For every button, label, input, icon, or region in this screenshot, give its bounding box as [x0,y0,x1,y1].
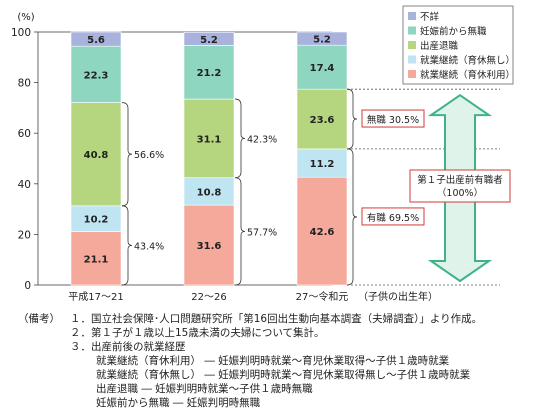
notes-prefix: （備考） [18,313,60,325]
bar-segment [70,205,122,232]
y-tick-label: 60 [18,128,31,140]
data-label: 21.2 [197,68,222,79]
brace-label: 43.4% [134,241,164,252]
x-axis-note: （子供の出生年） [358,290,438,303]
legend-label: 就業継続（育休無し） [420,55,515,67]
note-definition-3: 出産退職 ― 妊娠判明時就業～子供１歳時無職 [96,383,313,395]
total-label: 第１子出産前有職者 [417,174,503,186]
bar-segment [183,177,235,206]
brace-annotations: 56.6% 43.4% 42.3% 57.7% [121,98,277,286]
y-tick-label: 80 [18,78,31,90]
mushoku-box [361,109,425,128]
brace [234,177,246,286]
legend-swatch [408,12,416,20]
total-label: （100%） [437,187,483,199]
legend-label: 妊娠前から無職 [420,26,487,38]
mushoku-label: 無職 30.5% [367,114,419,126]
side-annotations: 無職 30.5% 有職 69.5% 第１子出産前有職者（100%） [346,88,511,286]
data-label: 10.8 [197,187,222,198]
legend-swatch [408,70,416,78]
brace [121,102,133,207]
bar-segment [183,31,235,46]
y-tick-label: 20 [18,229,31,241]
data-label: 40.8 [84,150,109,161]
note-item-2: ２．第１子が１歳以上15歳未満の夫婦について集計。 [70,327,325,339]
legend-swatch [408,55,416,64]
brace [121,205,133,286]
total-box [409,169,511,203]
bar-segment [70,45,122,103]
bar-segment [296,44,348,90]
brace-label: 56.6% [134,150,164,161]
data-label: 42.6 [310,227,335,238]
data-label: 31.6 [197,241,222,252]
bar-segment [296,176,348,286]
y-tick-label: 100 [11,27,31,39]
yushoku-label: 有職 69.5% [367,212,419,224]
category-label: 平成17～21 [68,291,123,303]
data-label: 31.1 [197,134,222,145]
data-label: 5.2 [200,35,218,46]
note-item-1: １．国立社会保障･人口問題研究所「第16回出生動向基本調査（夫婦調査）」より作成… [70,313,483,325]
brace-label: 42.3% [247,134,277,145]
legend-swatch [408,26,416,35]
y-tick-label: 0 [24,280,31,292]
legend-swatch [408,41,416,49]
brace-label: 57.7% [247,227,277,238]
legend-box [402,5,514,85]
category-label: 27～令和元 [296,290,349,303]
bar-segment [296,88,348,150]
bar-segment [183,45,235,100]
y-unit-label: (%) [17,12,34,23]
mushoku-brace [346,88,358,150]
yushoku-brace [346,148,358,286]
bar-segment [183,204,235,286]
legend-label: 出産退職 [420,40,459,52]
category-label: 22～26 [191,292,226,303]
yushoku-box [361,207,425,226]
data-label: 17.4 [310,63,335,74]
stacked-bar-chart: (%) 0 20 40 60 80 100 21.1 10.2 40.8 22.3 5.6 平成17～… [11,5,515,303]
data-label: 11.2 [310,159,335,170]
note-definition-1: 就業継続（育休利用） ― 妊娠判明時就業～育児休業取得～子供１歳時就業 [96,355,450,367]
bar-segment [70,102,122,207]
bar-segment [296,31,348,46]
data-label: 22.3 [84,70,109,81]
legend-label: 不詳 [420,11,440,23]
legend-label: 就業継続（育休利用） [420,69,515,81]
brace [234,98,246,179]
data-label: 5.6 [87,35,105,46]
bar-segment [183,98,235,179]
bars: 21.1 10.2 40.8 22.3 5.6 平成17～21 31.6 10.8 31.1 21… [68,31,438,303]
note-definition-4: 妊娠前から無職 ― 妊娠判明時無職 [96,397,261,409]
note-definition-2: 就業継続（育休無し） ― 妊娠判明時就業～育児休業取得無し～子供１歳時就業 [96,369,471,381]
data-label: 23.6 [310,115,335,126]
data-label: 10.2 [84,215,109,226]
data-label: 5.2 [313,35,331,46]
note-item-3: ３．出産前後の就業経歴 [70,341,186,353]
bar-segment [70,31,122,47]
data-label: 21.1 [84,254,109,265]
axes: (%) 0 20 40 60 80 100 [11,12,333,292]
y-tick-label: 40 [18,179,31,191]
